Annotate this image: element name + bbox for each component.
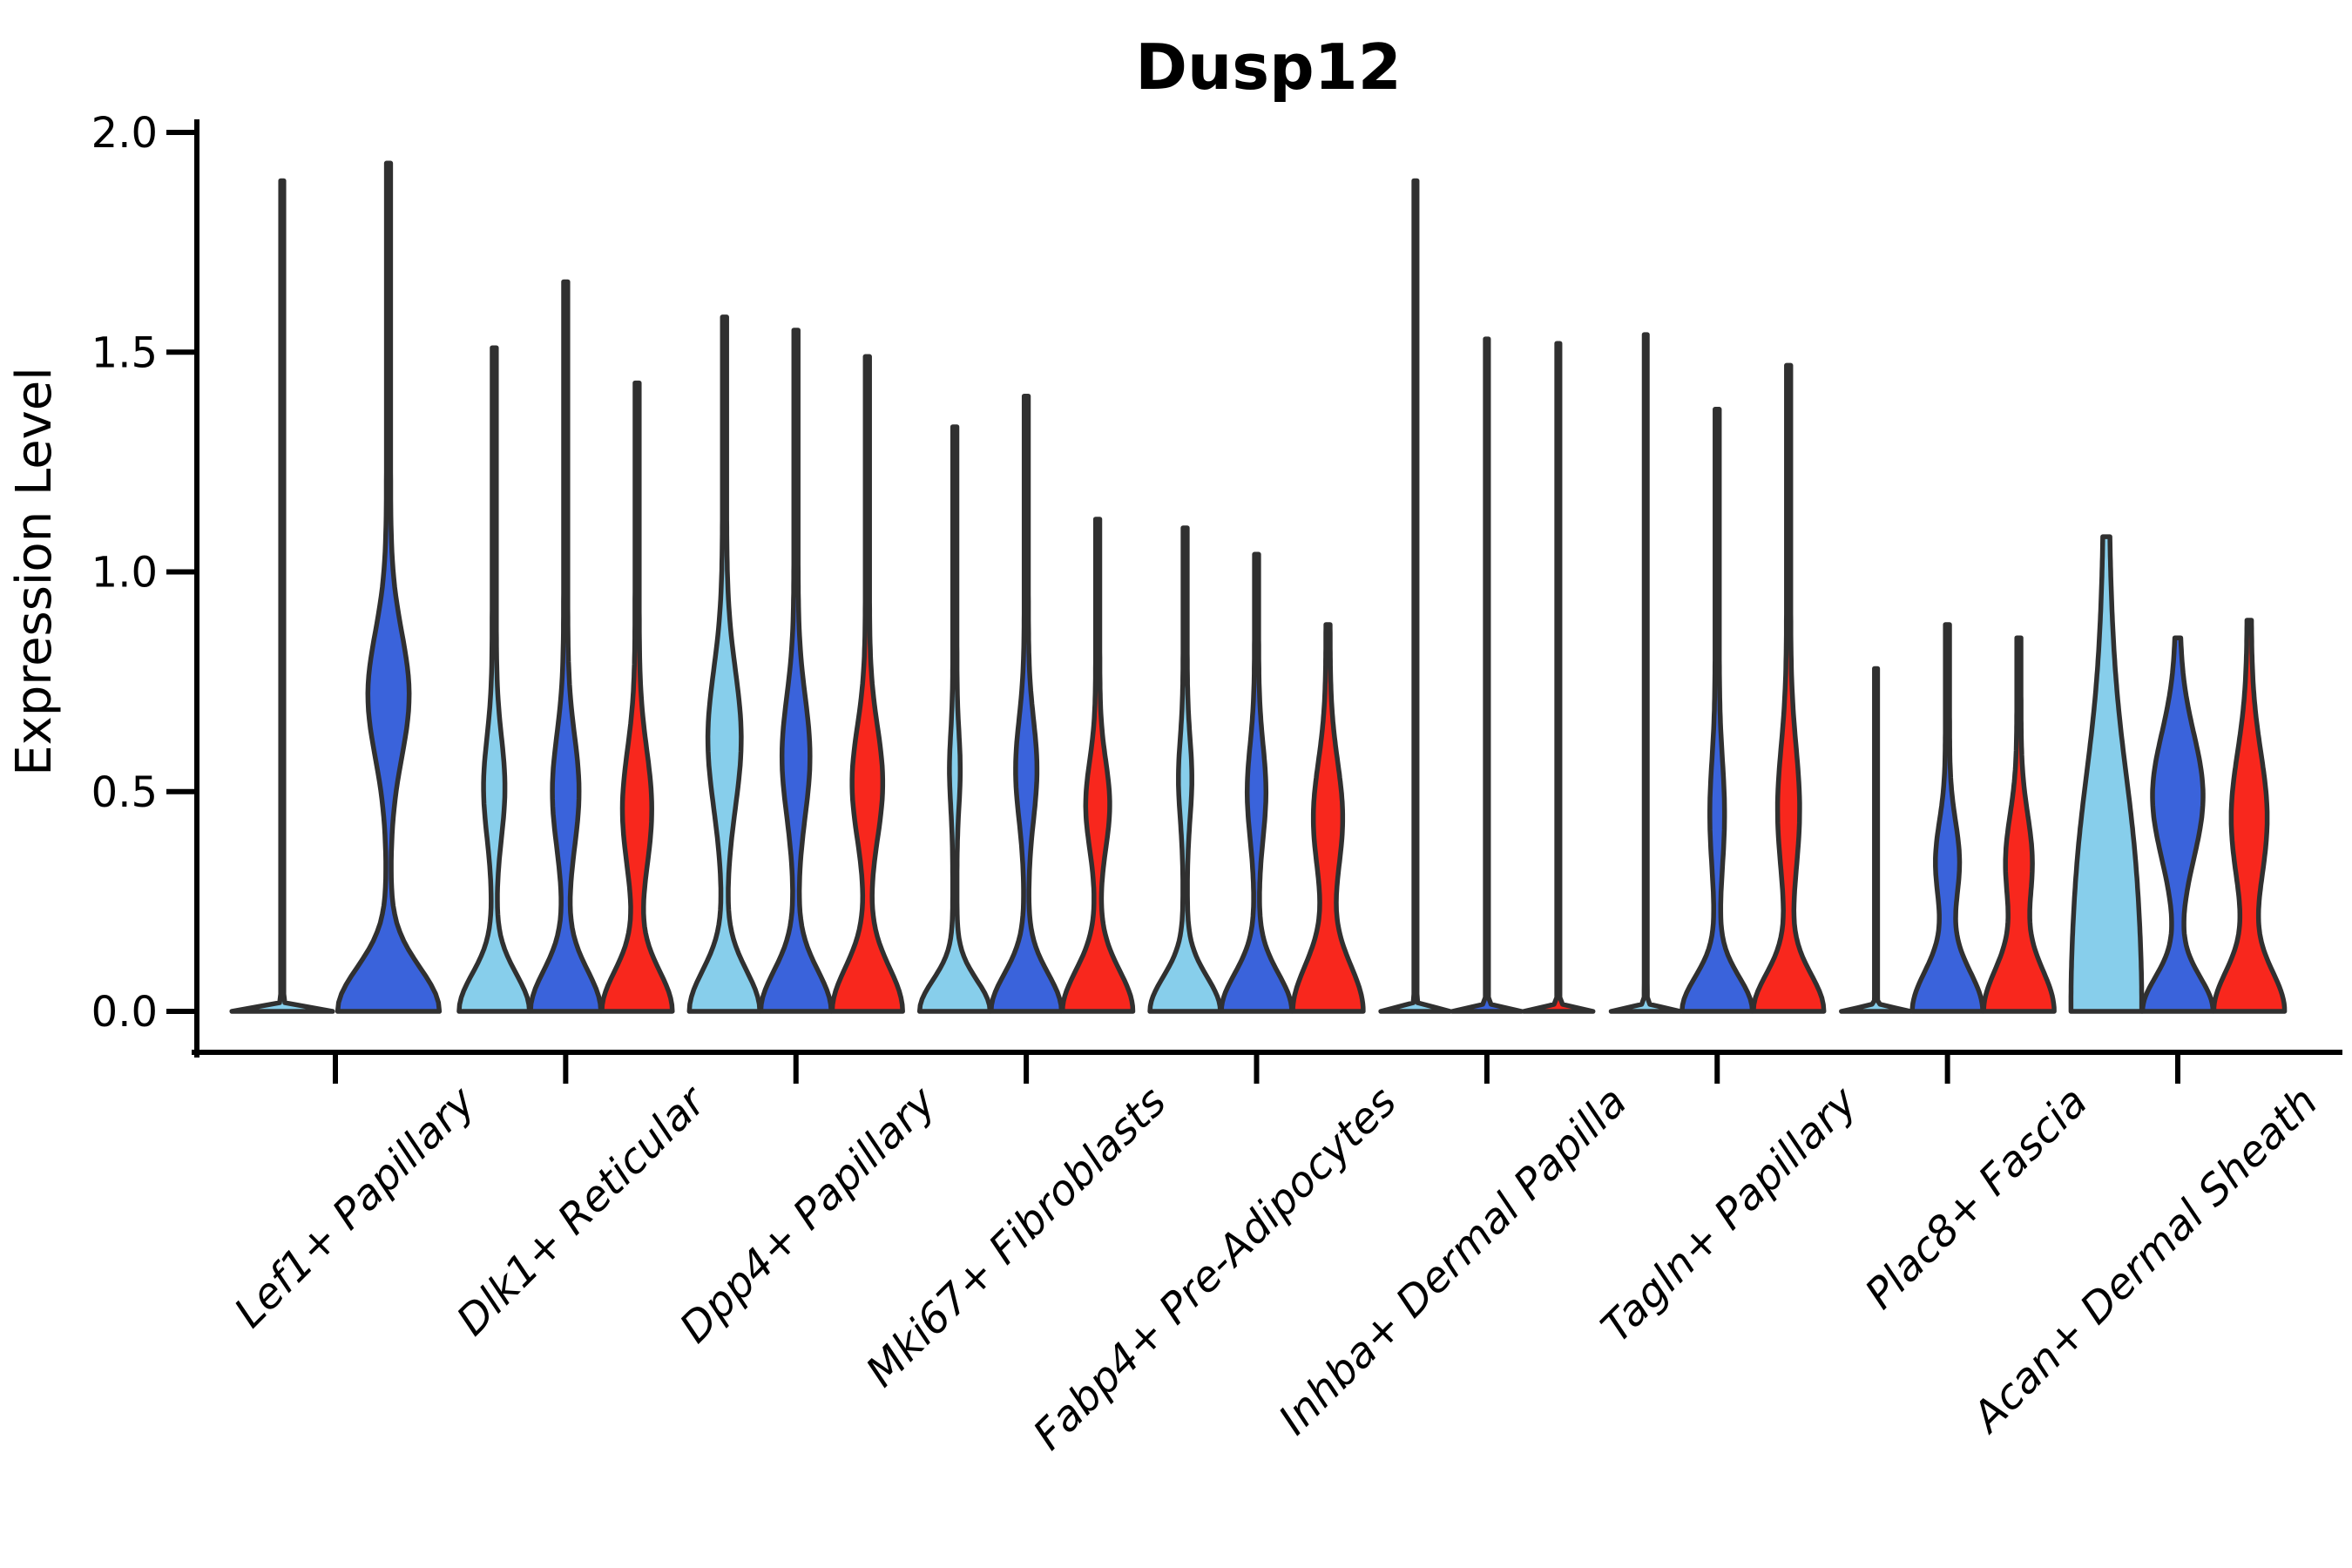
violin-tagln-red: [1751, 362, 1827, 1014]
violin-inhba-red: [1521, 341, 1596, 1014]
violin-fabp4-blue: [1219, 551, 1294, 1014]
violin-fabp4-lightblue: [1147, 525, 1223, 1014]
chart-title: Dusp12: [1135, 30, 1402, 104]
violins-layer: [229, 160, 2288, 1014]
y-ticks-layer: 0.0 0.5 1.0 1.5 2.0: [91, 109, 194, 1037]
violin-plac8-blue: [1909, 622, 1985, 1014]
y-tick-label: 0.0: [91, 988, 158, 1037]
violin-plac8-red: [1981, 635, 2057, 1014]
violin-plac8-lightblue: [1839, 666, 1914, 1014]
y-axis-label: Expression Level: [6, 367, 63, 776]
violin-dlk1-red: [599, 380, 675, 1014]
violin-inhba-lightblue: [1378, 178, 1453, 1014]
y-tick-label: 1.0: [91, 549, 158, 598]
violin-tagln-lightblue: [1608, 332, 1683, 1014]
violin-tagln-blue: [1680, 407, 1755, 1014]
violin-dlk1-lightblue: [456, 345, 532, 1014]
violin-mki67-red: [1059, 517, 1136, 1014]
violin-dlk1-blue: [528, 279, 604, 1014]
violin-lef1-blue: [335, 160, 443, 1014]
y-tick-label: 0.5: [91, 768, 158, 817]
violin-inhba-blue: [1450, 336, 1524, 1014]
y-tick-label: 2.0: [91, 109, 158, 158]
violin-dpp4-lightblue: [686, 314, 762, 1014]
y-tick-label: 1.5: [91, 328, 158, 377]
violin-acan-red: [2211, 618, 2288, 1014]
violin-lef1-lightblue: [229, 178, 335, 1014]
violin-acan-lightblue: [2068, 534, 2145, 1014]
violin-dpp4-blue: [758, 328, 834, 1014]
violin-fabp4-red: [1290, 622, 1366, 1014]
violin-acan-blue: [2139, 635, 2216, 1014]
violin-mki67-lightblue: [916, 424, 993, 1014]
violin-mki67-blue: [988, 393, 1064, 1014]
violin-dpp4-red: [829, 354, 905, 1014]
